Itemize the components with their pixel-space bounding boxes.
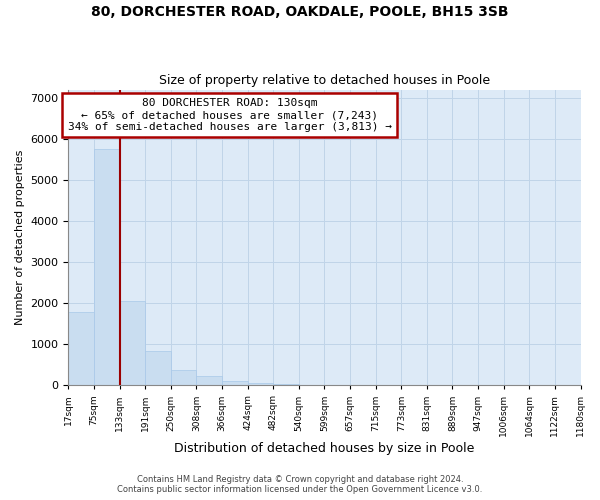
Bar: [68, 312, 94, 386]
Text: Contains HM Land Registry data © Crown copyright and database right 2024.
Contai: Contains HM Land Registry data © Crown c…: [118, 474, 482, 494]
Bar: [119, 301, 145, 386]
Bar: [145, 351, 171, 386]
Y-axis label: Number of detached properties: Number of detached properties: [15, 150, 25, 325]
Bar: [171, 370, 196, 386]
Bar: [222, 381, 248, 386]
X-axis label: Distribution of detached houses by size in Poole: Distribution of detached houses by size …: [174, 442, 475, 455]
Text: 80, DORCHESTER ROAD, OAKDALE, POOLE, BH15 3SB: 80, DORCHESTER ROAD, OAKDALE, POOLE, BH1…: [91, 5, 509, 19]
Title: Size of property relative to detached houses in Poole: Size of property relative to detached ho…: [159, 74, 490, 87]
Bar: [248, 383, 273, 386]
Bar: [94, 149, 119, 386]
Bar: [196, 376, 222, 386]
Bar: [273, 384, 299, 386]
Text: 80 DORCHESTER ROAD: 130sqm
← 65% of detached houses are smaller (7,243)
34% of s: 80 DORCHESTER ROAD: 130sqm ← 65% of deta…: [68, 98, 392, 132]
